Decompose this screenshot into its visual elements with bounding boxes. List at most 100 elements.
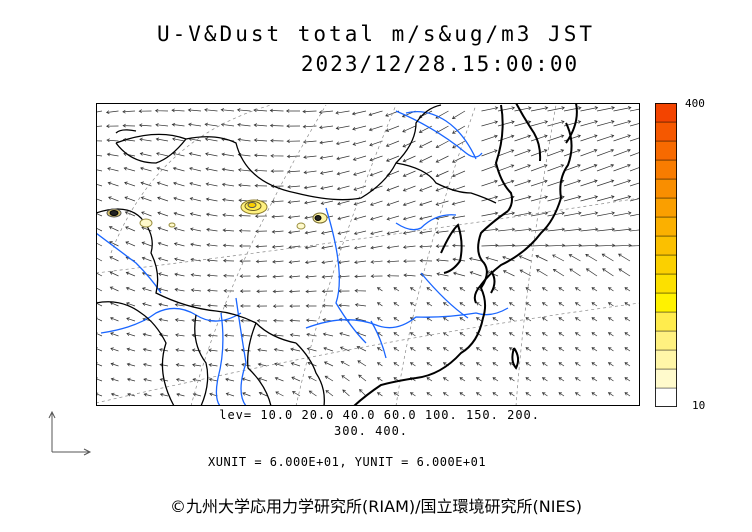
wind-arrow [286,154,301,159]
wind-arrow [624,362,631,367]
wind-arrow [481,179,498,187]
wind-arrow [273,318,284,323]
wind-arrow [514,134,532,142]
wind-arrow [222,258,235,263]
wind-arrow [402,185,416,192]
wind-arrow [393,362,400,367]
wind-arrow [459,392,466,397]
wind-arrow [435,155,449,163]
wind-arrow [624,377,631,382]
wind-arrow [107,167,119,172]
wind-arrow [126,332,136,337]
wind-arrow [171,122,185,127]
wind-arrow [492,377,499,382]
wind-arrow [580,227,599,232]
wind-arrow [337,200,350,206]
wind-arrow [386,230,400,235]
wind-arrow [175,348,185,352]
wind-arrow [142,302,152,307]
wind-arrow [320,200,334,205]
wind-arrow [596,120,615,127]
wind-arrow [591,347,598,352]
wind-arrow [370,274,383,279]
wind-arrow [419,258,433,263]
wind-arrow [306,347,317,352]
wind-arrow [96,271,103,277]
colorbar-cell [655,349,677,370]
wind-arrow [123,166,136,172]
wind-arrow [426,332,433,337]
wind-arrow [240,318,251,323]
wind-arrow [319,140,334,145]
wind-arrow [318,110,334,115]
wind-arrow [354,260,367,265]
wind-arrow [442,317,449,322]
wind-arrow [321,260,334,265]
wind-arrow [629,122,640,127]
wind-arrow [175,378,185,382]
wind-arrow [288,245,301,250]
wind-arrow [591,332,598,337]
wind-arrow [304,245,317,250]
wind-arrow [142,347,152,352]
wind-arrow [354,288,367,293]
wind-arrow [139,152,152,157]
wind-arrow [273,347,284,352]
wind-arrow [370,215,383,221]
wind-arrow [256,333,268,338]
wind-arrow [629,213,640,217]
wind-arrow [271,199,284,204]
wind-arrow [525,332,532,337]
wind-arrow [435,258,449,262]
wind-arrow [109,271,119,277]
wind-arrow [126,347,136,352]
wind-arrow [320,230,334,235]
wind-arrow [191,318,202,323]
wind-arrow [190,273,202,277]
wind-arrow [596,227,616,232]
wind-arrow [418,140,433,148]
wind-arrow [270,138,284,143]
wind-arrow [459,317,466,322]
wind-arrow [335,110,350,115]
wind-arrow [240,304,251,308]
wind-arrow [124,196,136,202]
wind-arrow [558,287,565,292]
wind-arrow [255,244,268,249]
wind-arrow [191,333,202,338]
wind-arrow [508,287,515,292]
wind-arrow [624,317,631,322]
wind-arrow [369,140,383,147]
wind-arrow [321,303,334,308]
wind-arrow [205,182,218,187]
wind-arrow [547,211,565,217]
wind-arrow [376,392,383,397]
wind-arrow [274,362,284,367]
wind-arrow [502,255,515,262]
wind-arrow [221,182,235,187]
wind-arrow [238,213,251,218]
wind-arrow [376,377,383,382]
wind-arrow [188,122,202,127]
wind-arrow [336,185,350,191]
wind-arrow [451,215,466,220]
wind-arrow [492,332,499,337]
wind-arrow [325,390,334,397]
axis-direction-icon [48,410,92,456]
wind-arrow [287,169,301,174]
contour-levels-line2: 300. 400. [334,424,409,438]
wind-arrow [419,215,433,221]
wind-arrow [541,302,548,307]
wind-arrow [223,273,235,278]
wind-arrow [288,275,301,279]
wind-arrow [140,181,152,187]
wind-arrow [158,317,169,322]
wind-arrow [497,120,515,127]
wind-arrow [435,185,449,192]
wind-arrow [353,185,367,191]
wind-arrow [338,303,350,308]
wind-arrow [514,179,532,187]
wind-arrow [174,287,185,292]
wind-arrow [359,389,367,397]
wind-arrow [303,170,317,175]
